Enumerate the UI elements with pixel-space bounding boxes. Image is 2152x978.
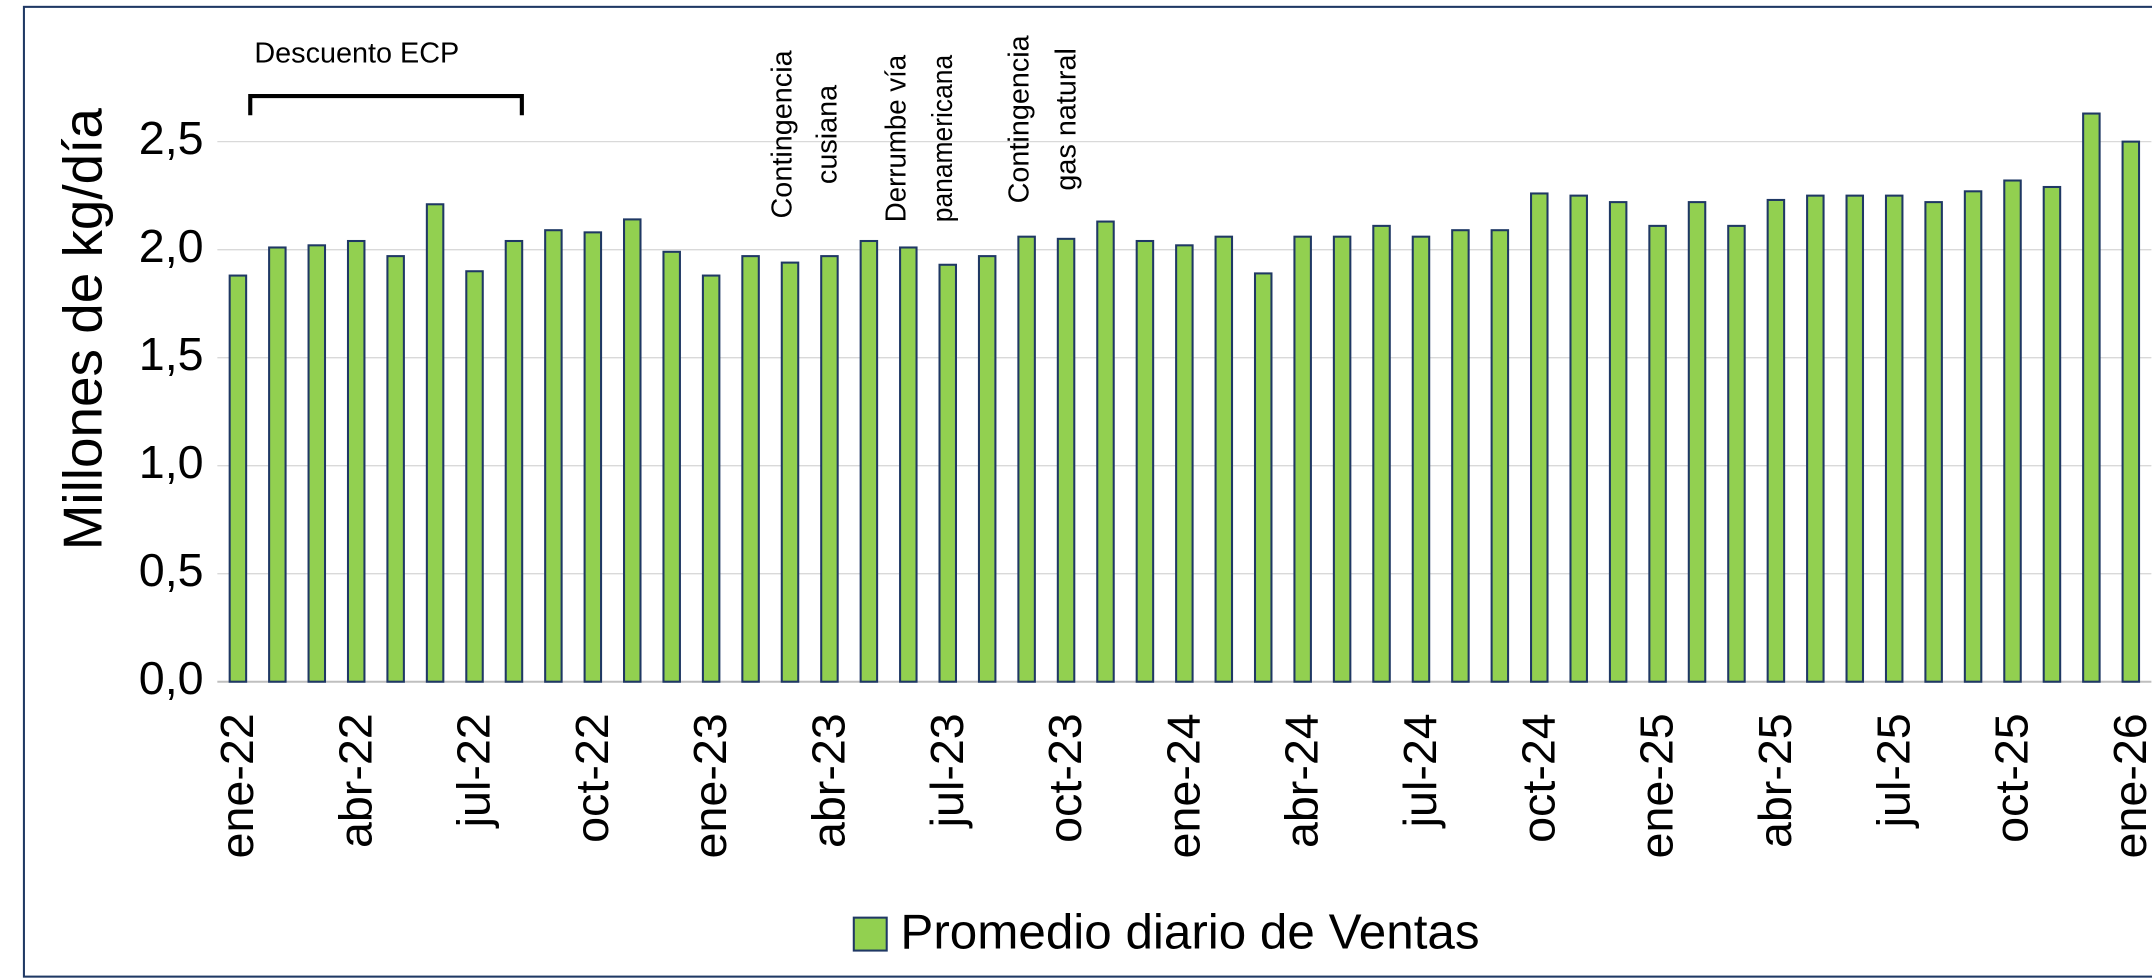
bar [1648, 224, 1667, 683]
x-tick-label: abr-23 [802, 713, 854, 848]
bar [425, 203, 445, 683]
bar [1332, 235, 1352, 683]
y-tick-label: 0,5 [139, 544, 204, 596]
x-tick-label: oct-22 [566, 713, 618, 843]
bar [465, 270, 484, 683]
annotation: panamericana [927, 54, 959, 222]
y-axis-title: Millones de kg/día [52, 108, 114, 551]
bar [2003, 179, 2022, 683]
x-tick-label: ene-24 [1157, 713, 1209, 858]
bar [741, 255, 760, 683]
bar [307, 244, 327, 683]
bar [859, 239, 879, 683]
bar [820, 255, 839, 683]
bar [1372, 224, 1391, 683]
bar [1727, 224, 1746, 683]
y-tick-label: 1,0 [139, 436, 204, 488]
y-tick-label: 2,5 [139, 112, 204, 164]
legend-swatch [852, 916, 888, 952]
bar [701, 274, 721, 683]
bar [1017, 235, 1036, 683]
bar [1924, 201, 1943, 683]
x-tick-label: abr-24 [1276, 713, 1328, 848]
bar [386, 255, 405, 683]
bar [1253, 272, 1273, 683]
bar [662, 250, 681, 683]
bar [1451, 229, 1470, 683]
bar [2082, 112, 2101, 683]
annotation: Contingencia [1004, 34, 1036, 203]
bar [544, 229, 563, 683]
annotation: Contingencia [766, 49, 798, 218]
y-tick-label: 0,0 [139, 652, 204, 704]
y-tick-label: 1,5 [139, 328, 204, 380]
annotation: Descuento ECP [254, 37, 459, 69]
bar [1963, 190, 1983, 683]
annotation: gas natural [1050, 48, 1082, 190]
x-tick-label: ene-26 [2104, 713, 2152, 858]
annotation-bracket [248, 93, 524, 116]
x-tick-label: ene-23 [684, 713, 736, 858]
bar [346, 239, 366, 683]
bar [1490, 229, 1510, 683]
x-tick-label: ene-22 [211, 713, 263, 858]
bar [583, 231, 603, 683]
bar [1293, 235, 1312, 683]
x-tick-label: abr-25 [1749, 713, 1801, 848]
x-tick-label: jul-23 [921, 713, 973, 829]
bar [504, 239, 524, 683]
bar [1175, 244, 1194, 683]
x-tick-label: abr-22 [329, 713, 381, 848]
bar [1135, 239, 1155, 683]
bar [938, 263, 958, 683]
bar [1530, 192, 1549, 683]
x-tick-label: oct-24 [1512, 713, 1564, 843]
bar [2121, 140, 2141, 683]
bar [1806, 194, 1825, 683]
bar [1096, 220, 1115, 683]
legend-label: Promedio diario de Ventas [900, 905, 1479, 960]
bar [1884, 194, 1904, 683]
bar [1766, 198, 1786, 683]
bar [1608, 201, 1628, 683]
bar [1214, 235, 1234, 683]
x-tick-label: jul-25 [1867, 713, 1919, 829]
bar [268, 246, 287, 683]
bar [780, 261, 800, 683]
bar [2042, 185, 2062, 683]
bar [1569, 194, 1588, 683]
x-tick-label: jul-24 [1394, 713, 1446, 829]
bar [1411, 235, 1431, 683]
annotation: Derrumbe vía [880, 54, 912, 222]
bar [1056, 237, 1076, 683]
chart-frame [22, 5, 2152, 978]
bar [228, 274, 248, 683]
x-tick-label: oct-23 [1039, 713, 1091, 843]
bar [623, 218, 642, 683]
bar [1687, 201, 1707, 683]
bar [899, 246, 918, 683]
bar [1845, 194, 1865, 683]
x-tick-label: oct-25 [1986, 713, 2038, 843]
x-tick-label: jul-22 [448, 713, 500, 829]
y-tick-label: 2,0 [139, 220, 204, 272]
bar [977, 255, 997, 683]
annotation: cusiana [812, 84, 844, 184]
x-tick-label: ene-25 [1631, 713, 1683, 858]
